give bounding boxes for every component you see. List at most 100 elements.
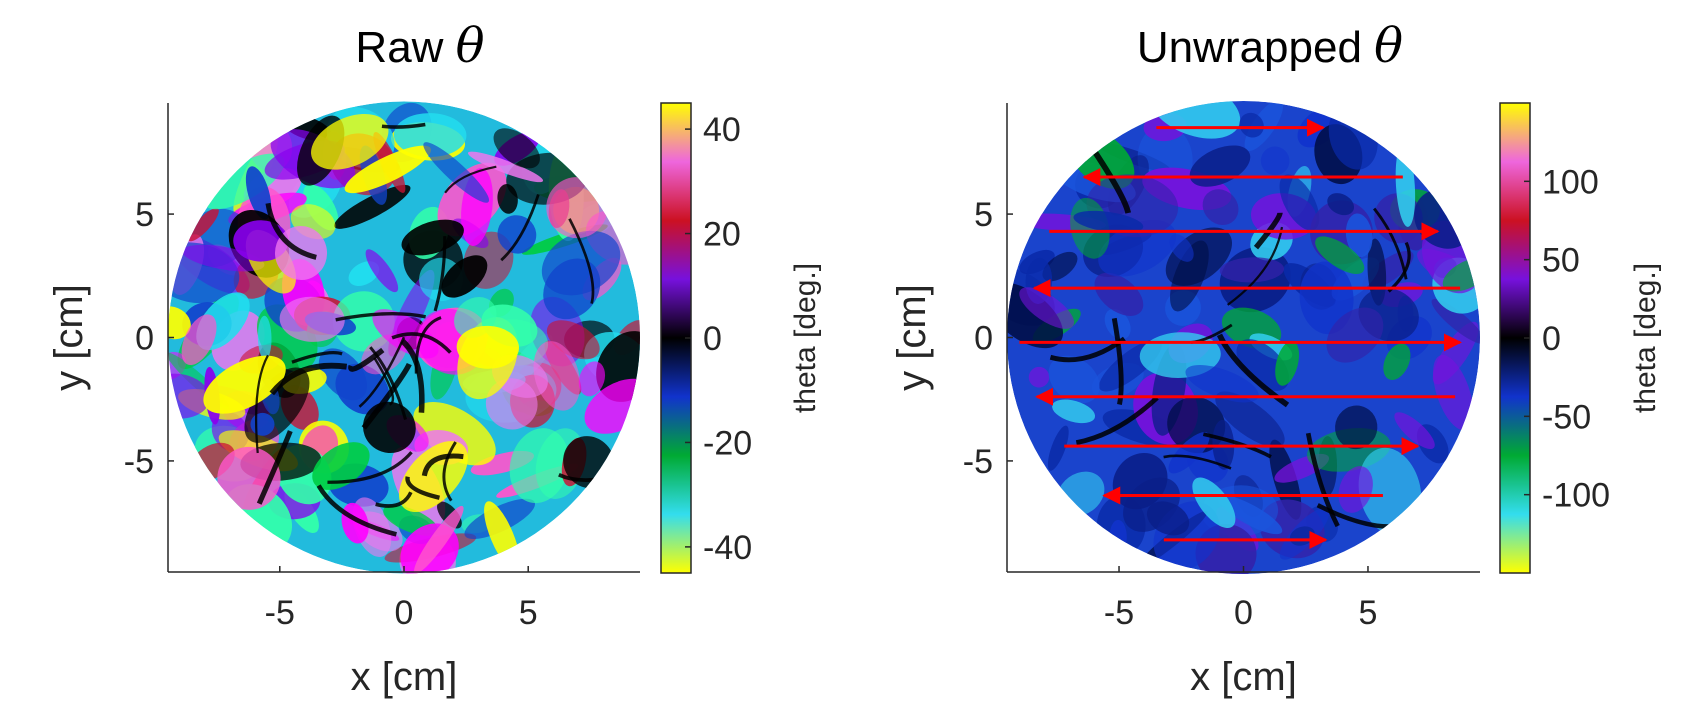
heatmap-patch [182, 244, 265, 272]
heatmap-patch [1109, 519, 1127, 556]
phase-jump-line [358, 336, 406, 408]
phase-jump-line [335, 312, 426, 322]
chart-title-symbol: θ [456, 18, 485, 74]
phase-jump-line [256, 430, 293, 505]
heatmap-patch [1048, 355, 1100, 404]
x-tick-label: 5 [1359, 594, 1378, 632]
heatmap-patch [1202, 189, 1239, 225]
heatmap-patch [311, 113, 389, 170]
heatmap-patch [1073, 210, 1144, 234]
heatmap-patch [365, 249, 399, 293]
heatmap-patch [334, 184, 411, 229]
y-tick-label: 0 [135, 320, 154, 358]
phase-jump-line [1075, 395, 1159, 446]
phase-jump-line [327, 451, 413, 484]
y-tick-label: 0 [974, 320, 993, 358]
heatmap-patch [497, 184, 518, 214]
x-tick-label: 5 [519, 594, 538, 632]
phase-jump-line [414, 316, 442, 374]
heatmap-patch [1244, 101, 1284, 151]
heatmap-patch [1260, 146, 1290, 176]
colorbar-tick-label: 50 [1542, 242, 1580, 280]
heatmap-patch [1028, 366, 1050, 388]
y-axis-label: y [cm] [890, 284, 934, 391]
heatmap-patch [168, 306, 191, 340]
heatmap-patch [1146, 501, 1190, 536]
phase-jump-line [1088, 144, 1132, 214]
phase-jump-line [568, 218, 595, 304]
heatmap-patch [1275, 340, 1300, 386]
x-tick-label: 0 [1234, 594, 1253, 632]
heatmap-patch [188, 207, 219, 242]
heatmap-patch [398, 441, 468, 513]
heatmap-patch [1338, 466, 1373, 513]
phase-jump-line [433, 236, 447, 312]
heatmap-patch [541, 230, 621, 296]
heatmap-patch [401, 219, 464, 256]
colorbar-label: theta [deg.] [789, 263, 822, 413]
phase-jump-line [1049, 336, 1126, 363]
heatmap-patch [1019, 287, 1075, 329]
y-tick-label: 5 [974, 196, 993, 234]
chart-title: Raw θ [355, 18, 484, 74]
colorbar-tick-label: 100 [1542, 163, 1599, 201]
heatmap-patch [533, 341, 581, 411]
heatmap-patch [456, 325, 520, 369]
colorbar-label: theta [deg.] [1629, 263, 1662, 413]
heatmap-patch [467, 151, 544, 183]
heatmap-patch [1433, 354, 1474, 431]
phase-jump-line [375, 491, 413, 508]
colorbar-tick-label: 20 [703, 216, 741, 254]
phase-jump-line [421, 453, 464, 477]
colorbar-tick-label: -50 [1542, 398, 1591, 436]
chart-title-text: Raw [355, 23, 455, 72]
phase-jump-line [265, 202, 317, 260]
heatmap-patch [1170, 240, 1209, 312]
heatmap-patch [1052, 399, 1096, 424]
heatmap-patch [1167, 396, 1226, 454]
heatmap-patch [1168, 432, 1210, 474]
heatmap-patch [344, 145, 432, 194]
heatmap-patch [1007, 282, 1064, 349]
heatmap-patch [1149, 101, 1241, 139]
phase-jump-line [400, 338, 425, 413]
chart-title-symbol: θ [1374, 18, 1403, 74]
heatmap-patch [1345, 213, 1373, 258]
heatmap-patch [493, 128, 540, 169]
colorbar-tick-label: -40 [703, 529, 752, 567]
heatmap-patch [1431, 298, 1480, 344]
heatmap-patch [1326, 307, 1384, 363]
y-tick-label: -5 [124, 443, 154, 481]
heatmap-patch [181, 314, 217, 366]
y-tick-label: 5 [135, 196, 154, 234]
heatmap-patch [1299, 261, 1354, 335]
heatmap-patch [312, 442, 370, 490]
phase-jump-line [442, 441, 457, 502]
heatmap-patch [1185, 364, 1259, 403]
heatmap-field [1007, 101, 1480, 574]
chart-title: Unwrapped θ [1137, 18, 1403, 74]
phase-jump-line [316, 484, 397, 537]
heatmap-patch [257, 315, 272, 360]
x-tick-label: -5 [265, 594, 295, 632]
phase-jump-line [381, 122, 426, 129]
phase-jump-line [373, 357, 395, 406]
heatmap-patch [1047, 425, 1069, 471]
heatmap-patch [1279, 174, 1320, 231]
x-axis-label: x [cm] [1190, 655, 1297, 699]
phase-jump-line [1305, 432, 1340, 528]
heatmap-patch [1279, 507, 1330, 560]
x-tick-label: -5 [1104, 594, 1134, 632]
heatmap-patch [1217, 494, 1283, 535]
colorbar-tick-label: 0 [1542, 320, 1561, 358]
phase-jump-line [1253, 212, 1283, 250]
heatmap-patch [1192, 477, 1236, 529]
phase-jump-line [1227, 226, 1284, 306]
heatmap-patch [1335, 405, 1378, 450]
chart-title-text: Unwrapped [1137, 23, 1374, 72]
heatmap-patch [578, 361, 606, 397]
heatmap-patch [1383, 343, 1411, 381]
heatmap-patch [1239, 112, 1264, 138]
